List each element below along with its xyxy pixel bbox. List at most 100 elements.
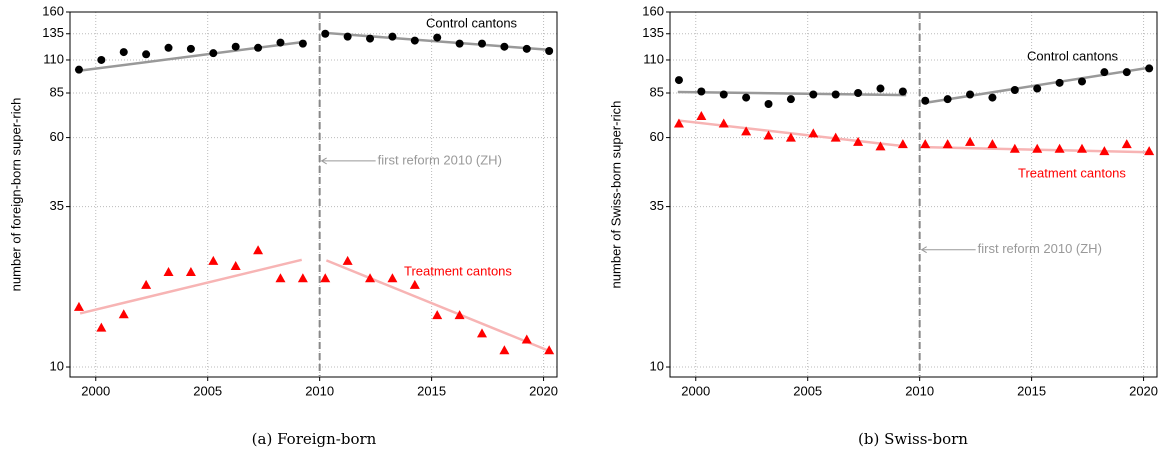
y-tick-label: 160 — [642, 3, 664, 18]
point — [522, 44, 531, 53]
plot-frame — [69, 11, 558, 378]
point — [521, 334, 532, 344]
series-label: Treatment cantons — [404, 263, 512, 278]
point — [966, 90, 975, 99]
point — [853, 136, 864, 146]
arrow-head — [920, 246, 927, 254]
x-tick-label: 2015 — [417, 383, 446, 398]
point — [965, 136, 976, 146]
point — [808, 128, 819, 138]
fit-line — [325, 259, 551, 353]
point — [476, 328, 487, 338]
point — [830, 132, 841, 142]
point — [231, 42, 240, 51]
point — [1010, 86, 1019, 95]
y-tick-label: 110 — [643, 51, 664, 66]
x-tick-label: 2010 — [905, 383, 934, 398]
point — [697, 87, 706, 96]
point — [696, 111, 707, 121]
y-tick-label: 110 — [43, 51, 64, 66]
fit-line — [677, 119, 907, 148]
point — [164, 43, 173, 52]
point — [432, 310, 443, 320]
point — [1032, 143, 1043, 153]
point — [409, 279, 420, 289]
point — [1121, 139, 1132, 149]
x-tick-label: 2015 — [1017, 383, 1046, 398]
point — [1099, 146, 1110, 156]
series-label: Treatment cantons — [1018, 165, 1126, 180]
point — [186, 44, 195, 53]
x-tick-label: 2005 — [193, 383, 222, 398]
x-tick-label: 2020 — [1129, 383, 1158, 398]
point — [921, 96, 930, 105]
point — [898, 87, 907, 96]
point — [433, 33, 442, 42]
y-axis-label: number of foreign-born super-rich — [8, 98, 23, 292]
point — [365, 273, 376, 283]
fit-line — [677, 90, 907, 97]
y-tick-label: 35 — [650, 198, 664, 213]
point — [1144, 146, 1155, 156]
point — [854, 88, 863, 97]
point — [1009, 143, 1020, 153]
point — [209, 49, 218, 58]
point — [97, 55, 106, 64]
point — [499, 345, 510, 355]
fit-line — [77, 40, 307, 73]
y-tick-label: 135 — [642, 25, 664, 40]
point — [718, 118, 729, 128]
point — [275, 273, 286, 283]
point — [942, 139, 953, 149]
point — [741, 126, 752, 136]
plot-frame — [669, 11, 1158, 378]
point — [477, 39, 486, 48]
point — [831, 90, 840, 99]
point — [876, 84, 885, 93]
point — [1145, 64, 1154, 73]
point — [1077, 77, 1086, 86]
point — [742, 93, 751, 102]
point — [343, 32, 352, 41]
point — [920, 139, 931, 149]
x-tick-label: 2000 — [681, 383, 710, 398]
y-tick-label: 35 — [50, 198, 64, 213]
point — [96, 322, 107, 332]
point — [897, 139, 908, 149]
point — [988, 93, 997, 102]
point — [674, 76, 683, 85]
point — [454, 310, 465, 320]
point — [388, 32, 397, 41]
fit-line — [79, 258, 303, 315]
point — [410, 36, 419, 45]
point — [366, 34, 375, 43]
x-tick-label: 2000 — [81, 383, 110, 398]
y-tick-label: 60 — [650, 129, 664, 144]
point — [119, 48, 128, 57]
point — [142, 50, 151, 59]
y-tick-label: 85 — [50, 84, 64, 99]
point — [500, 42, 509, 51]
series-label: Control cantons — [1027, 48, 1119, 63]
point — [764, 99, 773, 108]
point — [719, 90, 728, 99]
point — [297, 273, 308, 283]
point — [321, 29, 330, 38]
point — [185, 267, 196, 277]
x-tick-label: 2005 — [793, 383, 822, 398]
x-tick-label: 2010 — [305, 383, 334, 398]
y-axis-label: number of Swiss-born super-rich — [608, 101, 623, 289]
x-tick-label: 2020 — [529, 383, 558, 398]
point — [276, 38, 285, 47]
point — [254, 43, 263, 52]
point — [342, 255, 353, 265]
point — [208, 255, 219, 265]
point — [387, 273, 398, 283]
point — [673, 118, 684, 128]
y-tick-label: 10 — [650, 358, 664, 373]
point — [545, 46, 554, 55]
point — [1055, 78, 1064, 87]
point — [74, 65, 83, 74]
point — [1100, 68, 1109, 77]
